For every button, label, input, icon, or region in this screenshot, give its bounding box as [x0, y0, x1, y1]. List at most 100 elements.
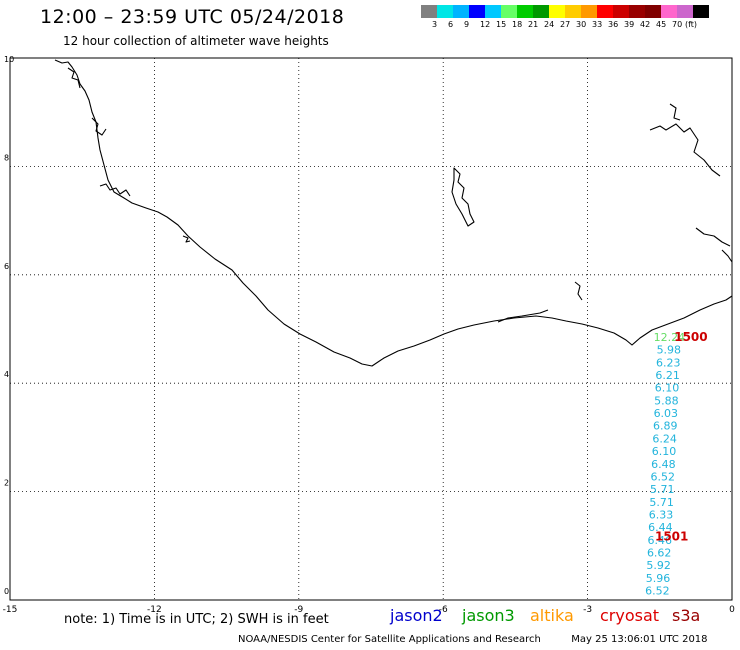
- color-scale-swatch: [645, 5, 661, 18]
- x-tick-label: -15: [3, 605, 18, 615]
- color-scale-swatch: [453, 5, 469, 18]
- swh-value: 6.62: [647, 547, 672, 560]
- color-scale-label: 27: [560, 20, 571, 29]
- time-label: 1500: [674, 330, 707, 344]
- color-scale-label: 42: [640, 20, 651, 29]
- swh-value: 6.33: [649, 508, 674, 521]
- coastline-segment: [451, 167, 475, 227]
- color-scale-swatch: [517, 5, 533, 18]
- x-tick-label: -9: [294, 605, 303, 615]
- color-scale-label: 9: [464, 20, 470, 29]
- swh-value: 5.96: [646, 572, 671, 585]
- color-scale-label: (ft): [685, 20, 698, 29]
- swh-value: 6.89: [653, 420, 678, 433]
- satellite-legend-jason2: jason2: [390, 606, 443, 625]
- color-scale-swatch: [581, 5, 597, 18]
- coastline-segment: [669, 103, 681, 121]
- satellite-legend-cryosat: cryosat: [600, 606, 660, 625]
- time-labels: 1500 1501: [655, 330, 708, 543]
- swh-value: 6.44: [648, 521, 673, 534]
- swh-value: 6.03: [654, 407, 679, 420]
- swh-value: 6.10: [652, 445, 677, 458]
- units-note: note: 1) Time is in UTC; 2) SWH is in fe…: [64, 612, 329, 627]
- color-scale-legend: 3 6 9 12 15 18 21 24 27 30 33 36 39 42 45 70 (ft): [421, 5, 709, 33]
- color-scale-swatch: [661, 5, 677, 18]
- color-scale-swatch: [501, 5, 517, 18]
- plot-frame: [9, 57, 733, 601]
- y-tick-label: 2: [4, 479, 9, 488]
- x-tick-label: -12: [147, 605, 162, 615]
- color-scale-swatch: [549, 5, 565, 18]
- color-scale-label: 33: [592, 20, 603, 29]
- x-tick-label: -6: [439, 605, 448, 615]
- coastline-segment: [721, 249, 733, 263]
- coastline: [54, 59, 733, 367]
- color-scale-swatch: [485, 5, 501, 18]
- swh-value: 5.71: [650, 483, 675, 496]
- color-scale-swatch: [629, 5, 645, 18]
- satellite-legend-altika: altika: [530, 606, 574, 625]
- coastline-segment: [574, 281, 583, 301]
- color-scale-swatch: [693, 5, 709, 18]
- satellite-legend-s3a: s3a: [672, 606, 701, 625]
- color-scale-labels: 3 6 9 12 15 18 21 24 27 30 33 36 39 42 45 70 (ft): [421, 18, 709, 32]
- footer-credit: NOAA/NESDIS Center for Satellite Applica…: [238, 634, 708, 645]
- color-scale-swatches: [421, 5, 709, 18]
- coastline-segment: [54, 59, 733, 367]
- satellite-legend-jason3: jason3: [462, 606, 515, 625]
- x-tick-label: 0: [729, 605, 735, 615]
- color-scale-label: 12: [480, 20, 491, 29]
- coastline-segment: [99, 183, 131, 197]
- swh-value: 5.71: [649, 496, 674, 509]
- coastline-segment: [649, 123, 721, 177]
- y-tick-label: 6: [4, 262, 9, 271]
- timestamp-text: May 25 13:06:01 UTC 2018: [571, 634, 708, 645]
- swh-value: 5.92: [646, 559, 671, 572]
- coastline-segment: [67, 67, 81, 89]
- coastline-segment: [182, 235, 191, 243]
- axis-tick-labels: -15 -12 -9 -6 -3 0 0 2 4 6 8 10: [3, 55, 735, 615]
- swh-value: 6.52: [645, 585, 670, 598]
- color-scale-label: 45: [656, 20, 667, 29]
- grid-lines: [10, 58, 732, 600]
- swh-value: 12.24: [654, 331, 686, 344]
- swh-value: 5.98: [657, 344, 682, 357]
- swh-value: 6.46: [648, 534, 673, 547]
- swh-value: 6.48: [651, 458, 676, 471]
- swh-values: 12.245.986.236.216.105.886.036.896.246.1…: [645, 331, 685, 598]
- page-title: 12:00 – 23:59 UTC 05/24/2018: [40, 6, 345, 28]
- color-scale-swatch: [565, 5, 581, 18]
- color-scale-swatch: [677, 5, 693, 18]
- y-tick-label: 10: [4, 55, 14, 64]
- color-scale-label: 18: [512, 20, 523, 29]
- color-scale-swatch: [533, 5, 549, 18]
- credit-text: NOAA/NESDIS Center for Satellite Applica…: [238, 634, 541, 645]
- color-scale-label: 36: [608, 20, 619, 29]
- y-tick-label: 0: [4, 587, 9, 596]
- coastline-segment: [91, 117, 107, 136]
- swh-value: 6.52: [651, 470, 676, 483]
- color-scale-label: 24: [544, 20, 555, 29]
- swh-value: 6.23: [656, 356, 681, 369]
- y-tick-label: 8: [4, 153, 9, 162]
- time-label: 1501: [655, 529, 688, 543]
- swh-value: 6.24: [652, 432, 677, 445]
- color-scale-label: 70: [672, 20, 683, 29]
- color-scale-swatch: [437, 5, 453, 18]
- color-scale-label: 6: [448, 20, 454, 29]
- y-tick-label: 4: [4, 370, 9, 379]
- swh-value: 6.10: [655, 382, 680, 395]
- color-scale-swatch: [613, 5, 629, 18]
- coastline-segment: [497, 309, 549, 323]
- color-scale-label: 39: [624, 20, 635, 29]
- color-scale-label: 21: [528, 20, 539, 29]
- color-scale-swatch: [597, 5, 613, 18]
- swh-value: 5.88: [654, 394, 679, 407]
- page-subtitle: 12 hour collection of altimeter wave hei…: [63, 34, 329, 48]
- color-scale-swatch: [421, 5, 437, 18]
- color-scale-swatch: [469, 5, 485, 18]
- color-scale-label: 30: [576, 20, 587, 29]
- coastline-segment: [695, 227, 731, 247]
